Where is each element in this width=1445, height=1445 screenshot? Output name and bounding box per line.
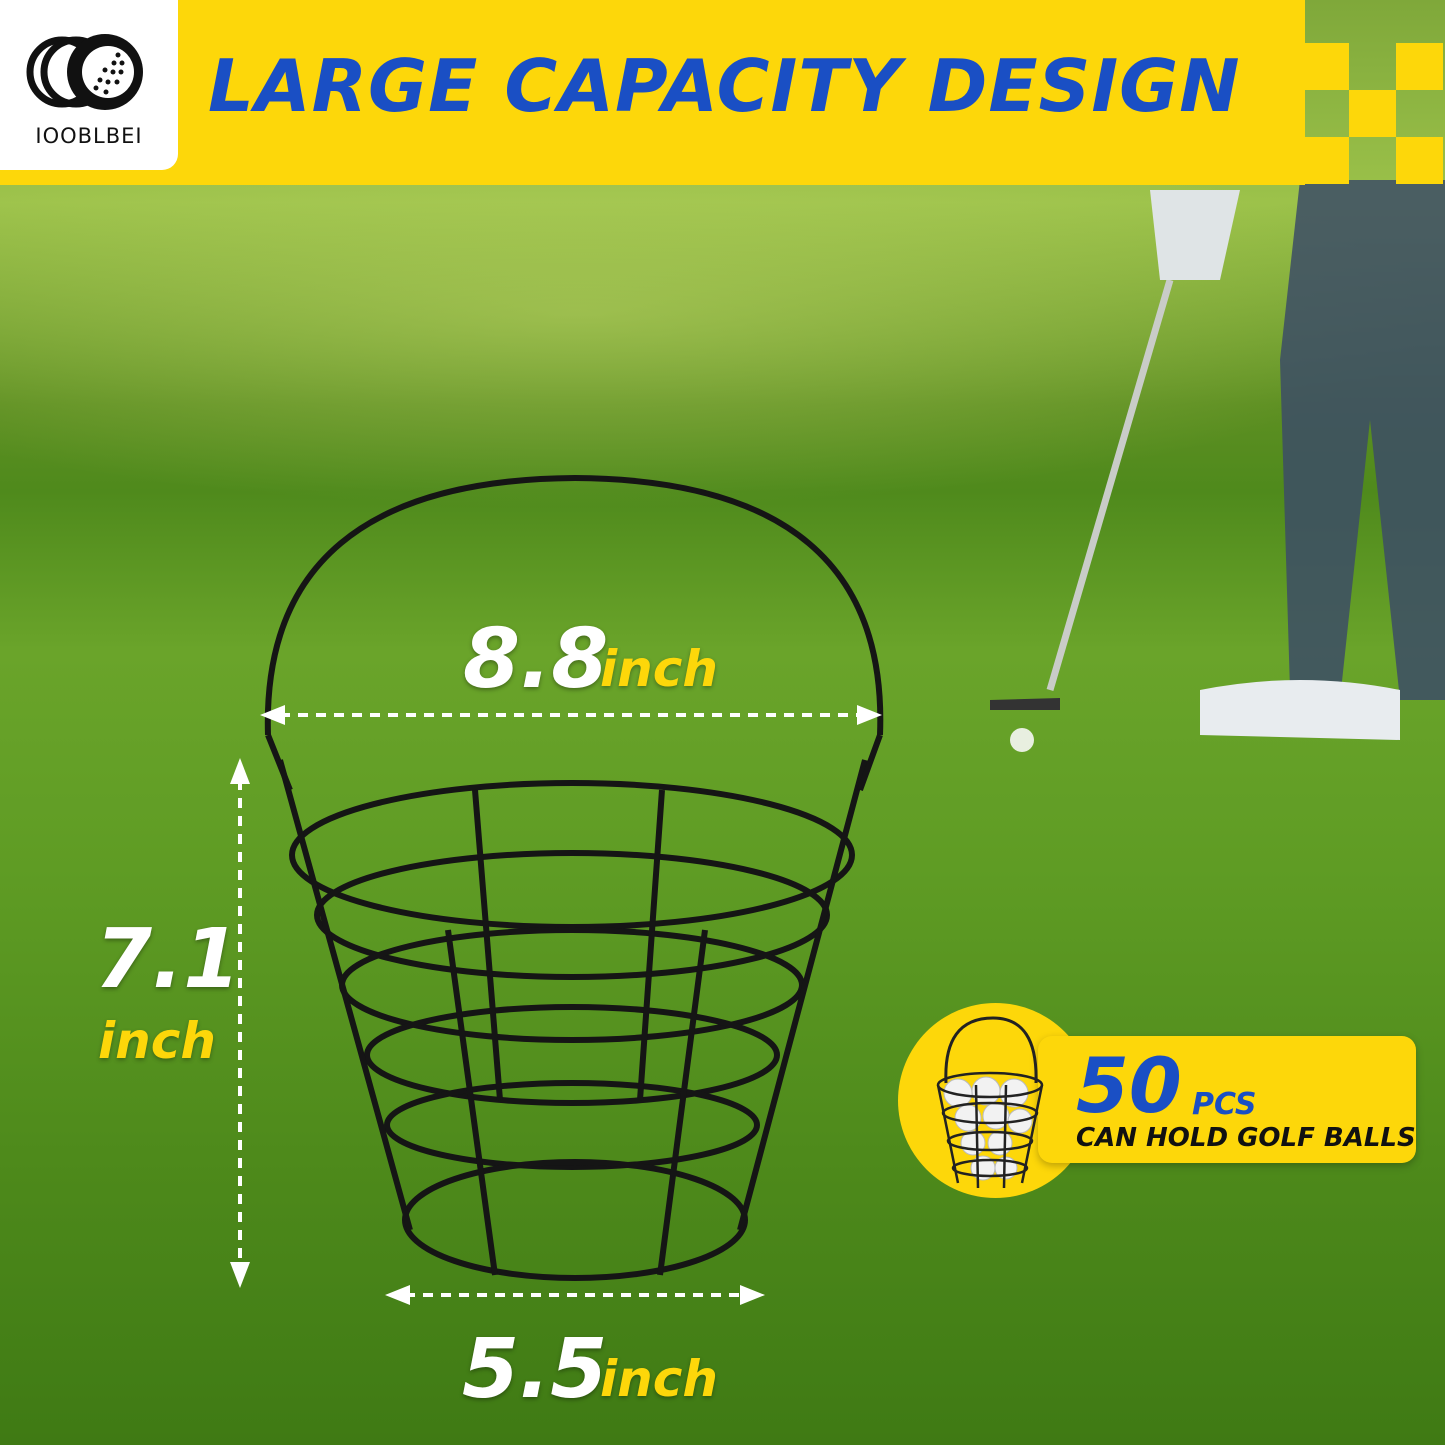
bottom-diameter-value: 5.5	[462, 1322, 608, 1417]
bottom-diameter-unit: inch	[600, 1350, 718, 1408]
brand-logo: IOOBLBEI	[0, 0, 178, 170]
capacity-unit: PCS	[1192, 1087, 1257, 1122]
height-unit: inch	[98, 1012, 216, 1070]
checker-pattern	[1255, 0, 1445, 185]
capacity-badge: 50 PCS CAN HOLD GOLF BALLS	[898, 1003, 1418, 1198]
badge-bar	[1038, 1036, 1416, 1163]
top-diameter-unit: inch	[600, 640, 718, 698]
capacity-caption: CAN HOLD GOLF BALLS	[1076, 1123, 1416, 1153]
golf-ball-logo-icon	[26, 34, 143, 110]
page-title: LARGE CAPACITY DESIGN	[208, 44, 1241, 128]
top-diameter-value: 8.8	[463, 612, 609, 707]
capacity-count: 50	[1076, 1041, 1182, 1130]
dimension-lines	[238, 713, 862, 1297]
height-value: 7.1	[95, 912, 241, 1007]
header-banner	[0, 0, 1305, 185]
basket-with-balls-icon	[936, 1016, 1044, 1189]
brand-name: IOOBLBEI	[35, 124, 143, 148]
